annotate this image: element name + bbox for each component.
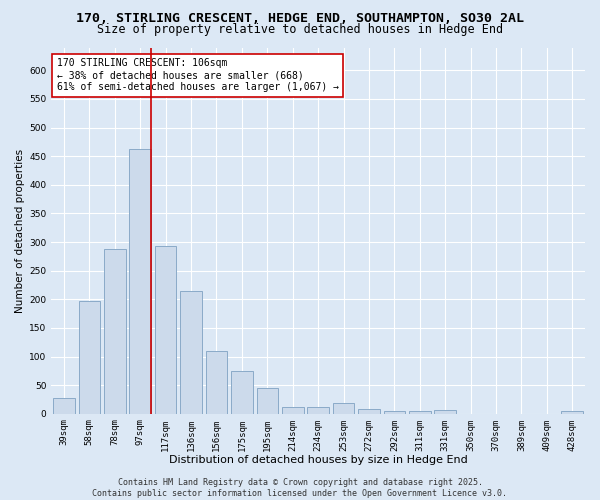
Bar (206, 351, 227, 414)
Y-axis label: Number of detached properties: Number of detached properties (15, 148, 25, 312)
Bar (333, 404, 355, 413)
Text: Size of property relative to detached houses in Hedge End: Size of property relative to detached ho… (97, 22, 503, 36)
Bar (79, 301, 100, 414)
Bar (155, 246, 176, 414)
Bar (180, 290, 202, 414)
X-axis label: Distribution of detached houses by size in Hedge End: Distribution of detached houses by size … (169, 455, 467, 465)
Bar (383, 411, 405, 414)
Bar (434, 410, 456, 414)
Bar (257, 388, 278, 413)
Bar (562, 411, 583, 414)
Bar (307, 408, 329, 414)
Bar (130, 150, 151, 414)
Bar (53, 398, 75, 413)
Bar (104, 249, 125, 414)
Bar (282, 407, 304, 414)
Bar (409, 411, 431, 414)
Text: Contains HM Land Registry data © Crown copyright and database right 2025.
Contai: Contains HM Land Registry data © Crown c… (92, 478, 508, 498)
Text: 170 STIRLING CRESCENT: 106sqm
← 38% of detached houses are smaller (668)
61% of : 170 STIRLING CRESCENT: 106sqm ← 38% of d… (56, 58, 338, 92)
Text: 170, STIRLING CRESCENT, HEDGE END, SOUTHAMPTON, SO30 2AL: 170, STIRLING CRESCENT, HEDGE END, SOUTH… (76, 12, 524, 26)
Bar (358, 408, 380, 414)
Bar (231, 372, 253, 414)
